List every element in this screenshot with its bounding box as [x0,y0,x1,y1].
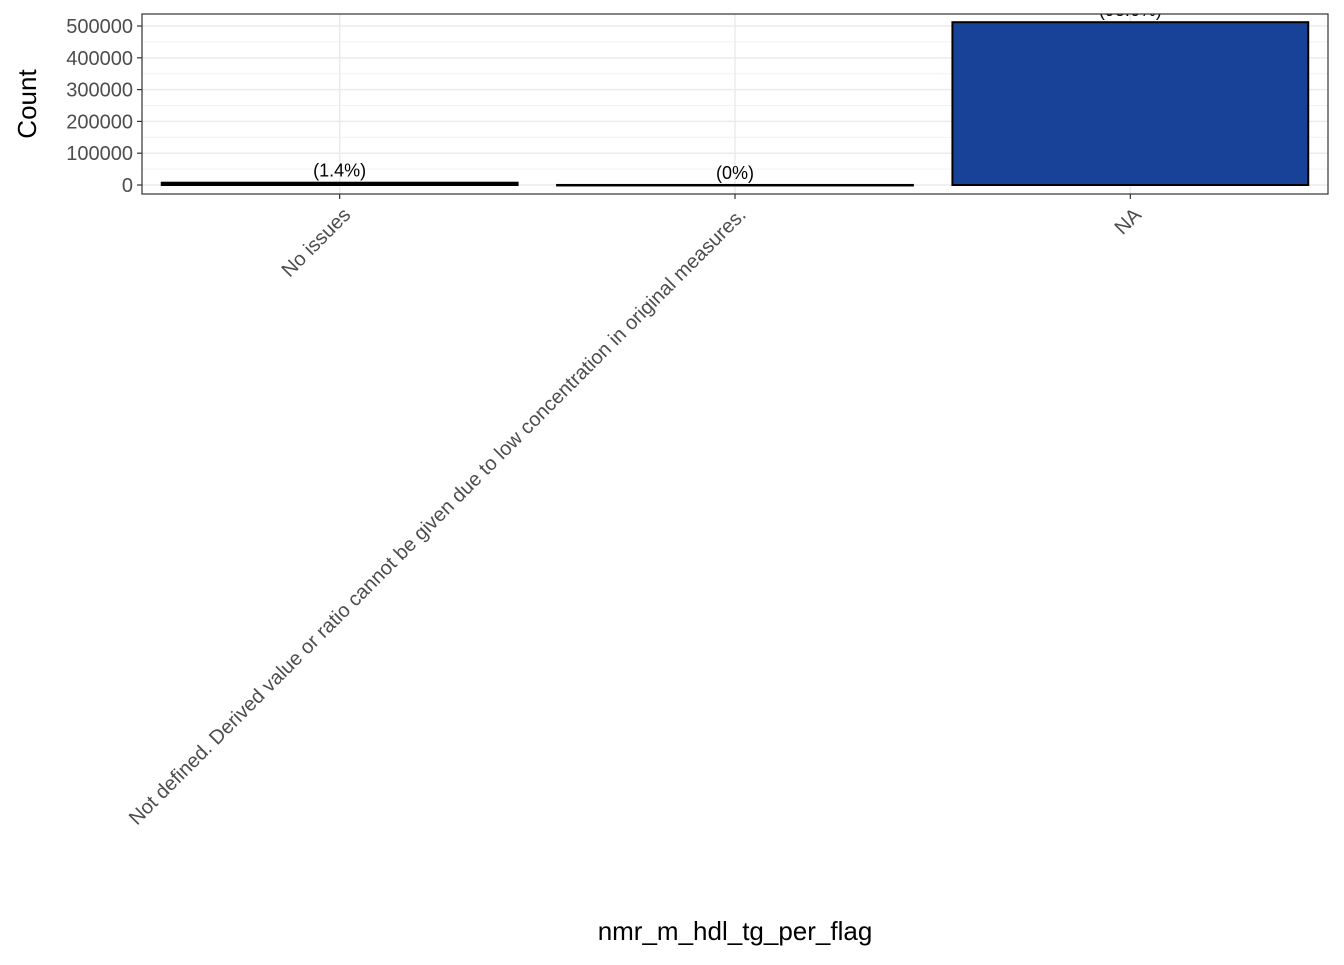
y-axis-title: Count [12,69,42,139]
x-tick-label: Not defined. Derived value or ratio cann… [125,204,751,830]
y-axis: 0 100000 200000 300000 400000 500000 [66,16,142,197]
y-tick-label: 300000 [66,80,133,102]
bar-data-label: (1.4%) [313,161,366,181]
y-tick-label: 0 [122,175,133,197]
x-tick-label: NA [1111,204,1147,240]
bar [556,183,914,187]
y-tick-label: 400000 [66,48,133,70]
bar [951,21,1310,187]
bar-data-label: (98.6%) [1099,0,1162,20]
y-tick-label: 500000 [66,16,133,38]
bar-data-label: (0%) [716,163,754,183]
x-axis-title: nmr_m_hdl_tg_per_flag [598,916,873,946]
y-tick-label: 100000 [66,143,133,165]
y-tick-label: 200000 [66,111,133,133]
bars: (1.4%) (0%) (98.6%) [160,0,1310,187]
bar [160,181,519,187]
x-tick-label: No issues [278,204,356,282]
